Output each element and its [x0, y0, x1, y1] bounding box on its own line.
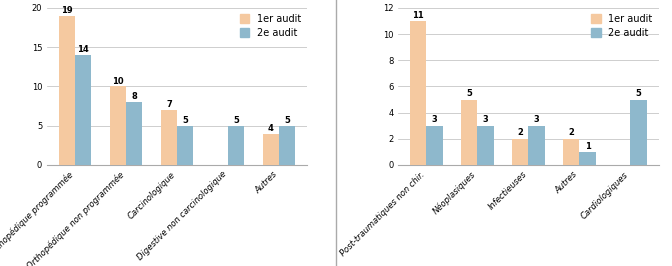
Text: 2: 2 [569, 128, 574, 138]
Bar [228, 126, 245, 165]
Text: 10: 10 [112, 77, 124, 86]
Bar [630, 99, 646, 165]
Bar [579, 152, 596, 165]
Bar [528, 126, 545, 165]
Text: 4: 4 [268, 124, 274, 133]
Bar [177, 126, 194, 165]
Text: 5: 5 [182, 116, 188, 125]
Text: 3: 3 [482, 115, 489, 124]
Legend: 1er audit, 2e audit: 1er audit, 2e audit [587, 10, 657, 41]
Text: 3: 3 [534, 115, 540, 124]
Bar [563, 139, 579, 165]
Bar [461, 99, 478, 165]
Bar [279, 126, 296, 165]
Text: 8: 8 [132, 92, 137, 101]
Bar [427, 126, 443, 165]
Bar [59, 16, 75, 165]
Bar [75, 55, 91, 165]
Bar [126, 102, 142, 165]
Bar [161, 110, 177, 165]
Text: 19: 19 [61, 6, 73, 15]
Text: 7: 7 [166, 100, 172, 109]
Bar [263, 134, 279, 165]
Text: 11: 11 [413, 11, 424, 20]
Text: 14: 14 [77, 45, 89, 54]
Bar [512, 139, 528, 165]
Text: 5: 5 [233, 116, 239, 125]
Text: 2: 2 [517, 128, 523, 138]
Legend: 1er audit, 2e audit: 1er audit, 2e audit [236, 10, 305, 41]
Text: 5: 5 [284, 116, 290, 125]
Text: 5: 5 [636, 89, 642, 98]
Bar [110, 86, 126, 165]
Text: 3: 3 [432, 115, 437, 124]
Text: 5: 5 [466, 89, 472, 98]
Bar [478, 126, 494, 165]
Bar [410, 21, 427, 165]
Text: 1: 1 [585, 142, 591, 151]
